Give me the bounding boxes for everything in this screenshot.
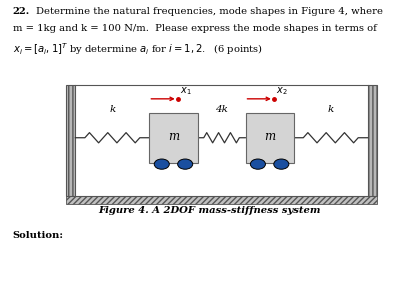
Text: $x_i = [a_i, 1]^T$ by determine $a_i$ for $i = 1,2.$  (6 points): $x_i = [a_i, 1]^T$ by determine $a_i$ fo… (13, 41, 263, 57)
Bar (66, 196, 377, 204)
Text: m: m (264, 130, 275, 143)
Text: m = 1kg and k = 100 N/m.  Please express the mode shapes in terms of: m = 1kg and k = 100 N/m. Please express … (13, 24, 377, 33)
Circle shape (178, 159, 193, 169)
Text: Figure 4. A 2DOF mass-stiffness system: Figure 4. A 2DOF mass-stiffness system (98, 206, 320, 215)
Text: k: k (328, 105, 334, 114)
Circle shape (274, 159, 289, 169)
Text: m: m (168, 130, 179, 143)
Bar (66, 85, 75, 196)
Text: k: k (109, 105, 115, 114)
Text: Determine the natural frequencies, mode shapes in Figure 4, where: Determine the natural frequencies, mode … (36, 7, 382, 16)
Text: $x_2$: $x_2$ (276, 85, 288, 97)
Text: $x_1$: $x_1$ (180, 85, 191, 97)
Text: 4k: 4k (215, 105, 228, 114)
Circle shape (250, 159, 265, 169)
Bar (368, 85, 377, 196)
Text: Solution:: Solution: (13, 231, 64, 241)
Bar (246, 113, 293, 162)
Text: 22.: 22. (13, 7, 30, 16)
Bar (150, 113, 197, 162)
Circle shape (154, 159, 169, 169)
